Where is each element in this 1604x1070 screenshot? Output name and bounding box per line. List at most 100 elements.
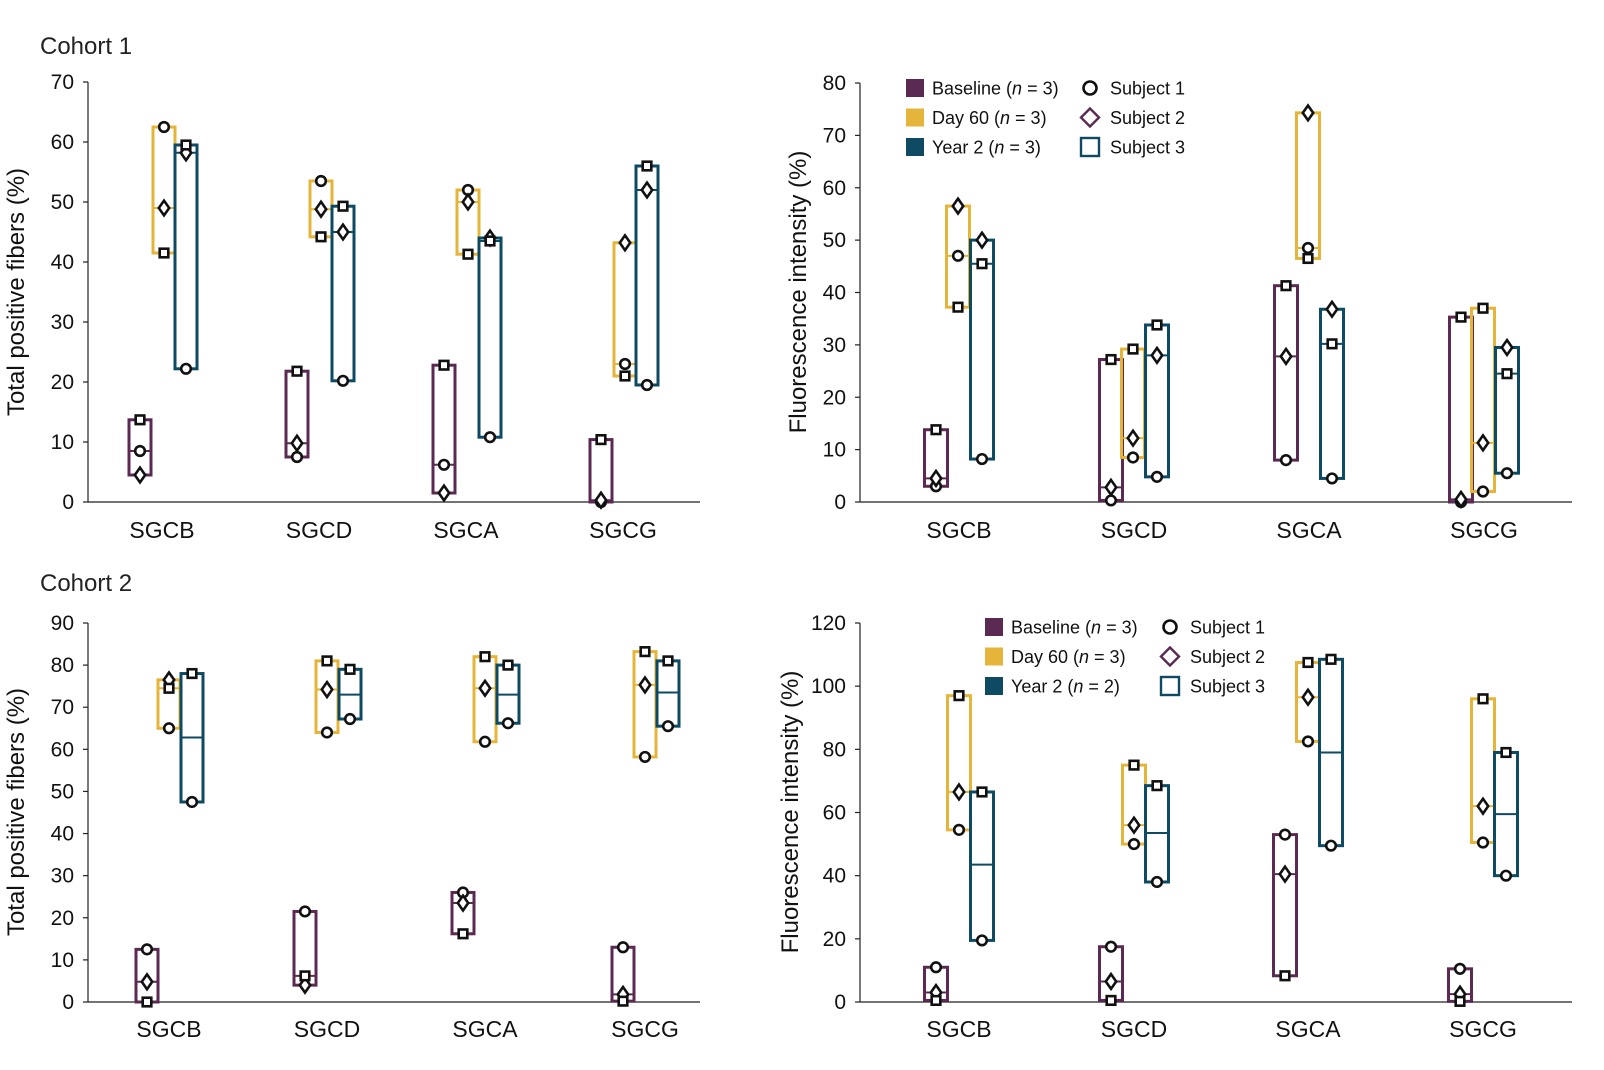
subject-3-marker	[930, 424, 942, 436]
y-axis-label: Fluorescence intensity (%)	[785, 151, 812, 434]
box-baseline-sgca	[1273, 284, 1299, 462]
y-tick-label: 80	[51, 654, 74, 677]
y-tick-label: 40	[823, 865, 846, 888]
y-axis-label: Total positive fibers (%)	[3, 688, 30, 936]
legend-subject-label: Subject 2	[1110, 108, 1185, 128]
subject-3-marker	[595, 433, 607, 446]
subject-1-marker	[638, 750, 652, 764]
box-day-60-sgcg	[612, 241, 638, 378]
box-baseline-sgca	[1272, 833, 1298, 978]
y-tick-label: 90	[51, 612, 74, 635]
subject-1-marker	[661, 720, 675, 733]
x-tick-label: SGCA	[452, 1016, 518, 1042]
legend-group-label: Day 60 (n = 3)	[932, 108, 1047, 128]
subject-1-marker	[616, 941, 630, 954]
y-tick-label: 0	[62, 491, 74, 514]
subject-3-marker	[952, 301, 964, 313]
subject-2-marker	[640, 180, 654, 200]
y-tick-label: 60	[823, 802, 846, 825]
subject-3-marker	[163, 682, 175, 694]
subject-3-marker	[1455, 311, 1467, 323]
x-tick-label: SGCG	[1450, 517, 1518, 543]
subject-3-marker	[1302, 656, 1314, 669]
subject-1-marker	[314, 174, 328, 188]
y-tick-label: 70	[51, 696, 74, 719]
subject-2-marker	[1279, 346, 1293, 367]
subject-1-marker	[162, 722, 176, 735]
y-tick-label: 20	[823, 386, 846, 409]
subject-3-marker	[479, 651, 491, 663]
subject-3-marker	[1279, 970, 1291, 982]
y-tick-label: 60	[51, 131, 74, 154]
subject-3-marker	[976, 258, 988, 270]
subject-1-marker	[1499, 869, 1513, 882]
x-tick-label: SGCG	[1449, 1016, 1517, 1042]
subject-2-marker	[320, 679, 334, 700]
subject-1-marker	[1126, 451, 1140, 464]
x-tick-label: SGCD	[1101, 517, 1167, 543]
chart-panel-3: 0 10 20 30 40 50 60 70 80 90 Total positive fibers…	[3, 612, 700, 1042]
subject-3-marker	[1501, 368, 1513, 380]
subject-2-marker	[133, 465, 147, 485]
y-tick-label: 60	[51, 738, 74, 761]
subject-3-marker	[976, 786, 988, 798]
subject-1-marker	[618, 357, 632, 371]
y-tick-label: 0	[834, 991, 846, 1014]
subject-1-marker	[640, 378, 654, 392]
legend-swatch-day60	[906, 108, 924, 127]
legend-group-label: Year 2 (n = 3)	[932, 138, 1041, 158]
subject-1-marker	[951, 249, 965, 262]
subject-3-marker	[1477, 693, 1489, 705]
legend-swatch-baseline	[985, 618, 1003, 636]
chart-panel-1: 0 10 20 30 40 50 60 70 Total positive fibers (%)…	[3, 71, 700, 543]
subject-2-marker	[336, 222, 350, 242]
subject-3-marker	[930, 994, 942, 1007]
subject-2-marker	[314, 199, 328, 219]
subject-3-marker	[639, 646, 651, 658]
subject-2-marker	[157, 198, 171, 218]
subject-1-marker	[320, 726, 334, 739]
subject-2-marker	[1104, 477, 1118, 497]
subject-1-marker	[1127, 837, 1141, 851]
y-tick-label: 80	[823, 72, 846, 95]
subject-1-marker	[140, 943, 154, 956]
y-tick-label: 50	[51, 780, 74, 803]
subject-2-marker	[461, 192, 475, 212]
subject-3-marker	[619, 370, 631, 382]
subject-1-marker	[1476, 485, 1490, 498]
legend-group-label: Year 2 (n = 2)	[1011, 677, 1120, 697]
subject-1-marker	[1104, 494, 1118, 507]
box-year-2-sgcb	[969, 790, 995, 942]
cohort-2-title: Cohort 2	[40, 570, 133, 597]
y-tick-label: 120	[811, 612, 846, 635]
x-tick-label: SGCB	[926, 1016, 991, 1042]
box-day-60-sgcb	[946, 694, 972, 832]
legend-diamond-icon	[1079, 106, 1101, 129]
subject-1-marker	[929, 961, 943, 974]
box-baseline-sgca	[431, 363, 457, 495]
subject-2-marker	[1104, 971, 1118, 992]
legend-diamond-icon	[1159, 645, 1181, 668]
box-year-2-sgcb	[969, 238, 995, 461]
x-tick-label: SGCB	[136, 1016, 201, 1042]
y-tick-label: 10	[51, 431, 74, 454]
legend-circle-icon	[1082, 80, 1098, 96]
box-year-2-sgca	[477, 236, 503, 439]
subject-2-marker	[1126, 428, 1140, 448]
y-tick-label: 50	[823, 229, 846, 252]
legend-subject-label: Subject 3	[1110, 138, 1185, 158]
legend-swatch-baseline	[906, 79, 924, 97]
legend-group-label: Day 60 (n = 3)	[1011, 647, 1126, 667]
subject-3-marker	[502, 659, 514, 671]
subject-2-marker	[951, 196, 965, 216]
subject-1-marker	[185, 795, 199, 809]
subject-3-marker	[1105, 353, 1117, 366]
x-tick-label: SGCB	[926, 517, 991, 543]
subject-3-marker	[1151, 780, 1163, 792]
subject-3-marker	[344, 663, 356, 675]
y-axis-label: Total positive fibers (%)	[3, 168, 30, 416]
y-tick-label: 20	[823, 928, 846, 951]
box-day-60-sgca	[1295, 111, 1321, 260]
subject-1-marker	[501, 717, 515, 730]
y-tick-label: 10	[823, 439, 846, 462]
